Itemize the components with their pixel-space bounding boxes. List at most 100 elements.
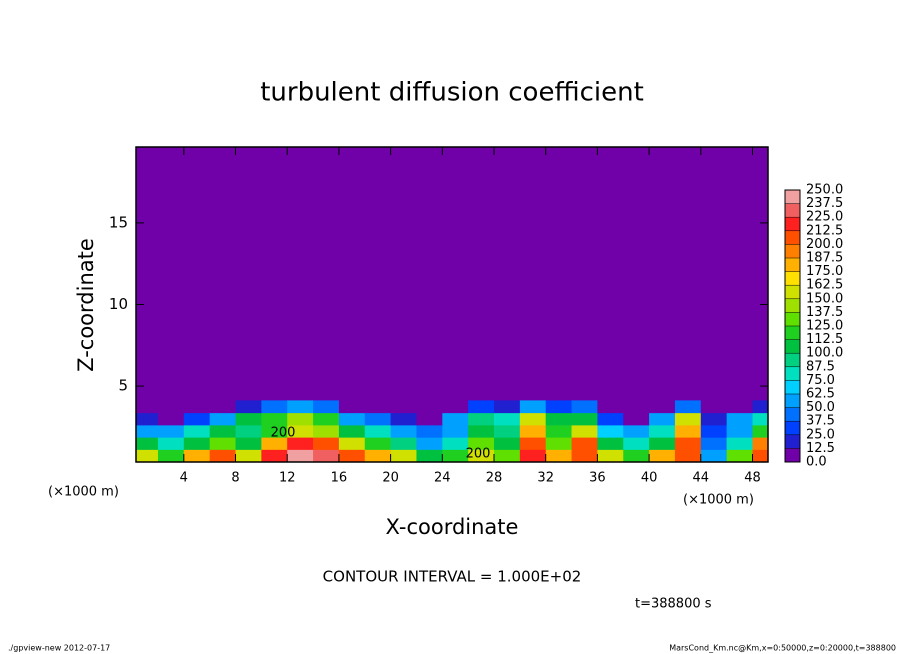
cell	[545, 400, 573, 414]
cell	[726, 437, 753, 450]
x-axis-label: X-coordinate	[386, 515, 519, 539]
cell	[442, 424, 469, 438]
cell	[287, 424, 314, 438]
x-tick-label: 28	[486, 471, 503, 486]
contour-label: 200	[466, 447, 491, 462]
colorbar-label: 75.0	[806, 373, 835, 388]
colorbar-swatch	[785, 271, 800, 286]
cell	[468, 449, 495, 462]
colorbar-label: 87.5	[806, 359, 835, 374]
colorbar-swatch	[785, 407, 800, 422]
cell	[623, 437, 650, 450]
colorbar-label: 112.5	[806, 332, 843, 347]
cell	[700, 400, 728, 414]
cell	[649, 412, 676, 426]
cell	[519, 424, 547, 438]
cell	[313, 424, 340, 438]
cell	[235, 437, 262, 450]
colorbar-swatch	[785, 380, 800, 394]
contour-note: CONTOUR INTERVAL = 1.000E+02	[323, 568, 582, 586]
cell	[545, 412, 573, 426]
cell	[338, 400, 366, 414]
cell	[338, 449, 366, 462]
x-tick-label: 36	[589, 471, 606, 486]
cell	[261, 437, 288, 450]
cell	[519, 400, 547, 414]
colorbar-swatch	[785, 312, 800, 326]
cell	[209, 437, 237, 450]
x-tick-label: 12	[279, 471, 296, 486]
cell	[571, 424, 598, 438]
cell	[235, 400, 262, 414]
cell	[700, 412, 728, 426]
cell	[545, 449, 573, 462]
y-tick-label: 5	[118, 377, 128, 395]
cell	[390, 437, 417, 450]
cell	[597, 412, 624, 426]
x-tick-label: 16	[331, 471, 348, 486]
cell	[649, 449, 676, 462]
cell	[623, 449, 650, 462]
cell	[494, 437, 521, 450]
cell	[338, 437, 366, 450]
cell	[674, 437, 702, 450]
cell	[235, 449, 262, 462]
cell	[209, 400, 237, 414]
cell	[649, 424, 676, 438]
cell	[571, 412, 598, 426]
cell	[468, 437, 495, 450]
cell	[700, 437, 728, 450]
footer-left: ./gpview-new 2012-07-17	[8, 644, 110, 653]
colorbar-label: 200.0	[806, 237, 843, 252]
cell	[752, 424, 768, 438]
cell	[674, 424, 702, 438]
cell	[726, 424, 753, 438]
colorbar-label: 37.5	[806, 414, 835, 429]
cell	[261, 449, 288, 462]
x-tick-label: 4	[180, 471, 188, 486]
cell	[623, 400, 650, 414]
cell	[313, 449, 340, 462]
cell	[209, 424, 237, 438]
cell	[468, 424, 495, 438]
colorbar-label: 162.5	[806, 278, 843, 293]
x-tick-label: 44	[693, 471, 710, 486]
cell	[287, 449, 314, 462]
x-tick-label: 24	[434, 471, 451, 486]
cell	[752, 412, 768, 426]
colorbar-swatch	[785, 353, 800, 367]
cell	[313, 412, 340, 426]
cell	[136, 412, 159, 426]
cell	[545, 437, 573, 450]
cell	[494, 400, 521, 414]
cell	[136, 437, 159, 450]
cell	[468, 412, 495, 426]
cell	[571, 449, 598, 462]
colorbar-label: 187.5	[806, 251, 843, 266]
cell	[519, 437, 547, 450]
cell	[313, 400, 340, 414]
cell	[674, 400, 702, 414]
cell	[649, 400, 676, 414]
cell	[287, 400, 314, 414]
colorbar-swatch	[785, 326, 800, 340]
colorbar-swatch	[785, 244, 800, 258]
cell	[157, 424, 185, 438]
colorbar-swatch	[785, 217, 800, 231]
footer-right: MarsCond_Km.nc@Km,x=0:50000,z=0:20000,t=…	[669, 644, 896, 653]
cell	[364, 437, 392, 450]
cell	[700, 424, 728, 438]
cell	[183, 449, 211, 462]
cell	[364, 449, 392, 462]
cell	[442, 412, 469, 426]
cell	[209, 449, 237, 462]
cell	[209, 412, 237, 426]
colorbar-label: 175.0	[806, 264, 843, 279]
cell	[597, 424, 624, 438]
colorbar-swatch	[785, 394, 800, 408]
cell	[597, 437, 624, 450]
colorbar-label: 212.5	[806, 223, 843, 238]
cell	[364, 412, 392, 426]
cell	[416, 424, 443, 438]
